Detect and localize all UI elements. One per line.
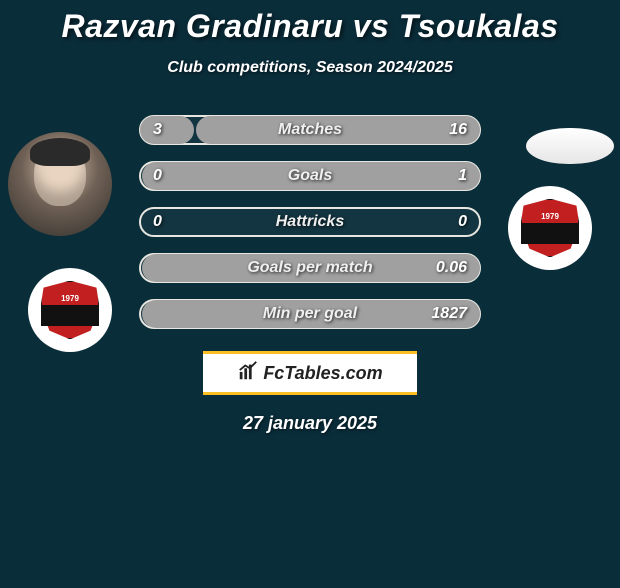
player-right-avatar — [526, 128, 614, 164]
player-left-avatar — [8, 132, 112, 236]
club-right-badge: 1979 — [508, 186, 592, 270]
chart-icon — [237, 360, 259, 387]
club-left-badge: 1979 — [28, 268, 112, 352]
stat-right-value: 1 — [458, 167, 467, 185]
stat-left-value: 0 — [153, 167, 162, 185]
stat-row: 0 Goals 1 — [139, 161, 481, 191]
stat-label: Hattricks — [276, 213, 344, 231]
stat-left-value: 0 — [153, 213, 162, 231]
stat-left-value: 3 — [153, 121, 162, 139]
brand-text: FcTables.com — [263, 363, 382, 384]
stat-label: Matches — [278, 121, 342, 139]
stat-fill-left — [140, 116, 194, 144]
stat-right-value: 0 — [458, 213, 467, 231]
club-year: 1979 — [41, 294, 100, 303]
stat-row: Goals per match 0.06 — [139, 253, 481, 283]
page-title: Razvan Gradinaru vs Tsoukalas — [0, 8, 620, 45]
club-year: 1979 — [521, 212, 580, 221]
stat-row: Min per goal 1827 — [139, 299, 481, 329]
stat-right-value: 1827 — [431, 305, 467, 323]
stat-right-value: 0.06 — [436, 259, 467, 277]
stat-row: 3 Matches 16 — [139, 115, 481, 145]
stat-label: Min per goal — [263, 305, 357, 323]
date-label: 27 january 2025 — [0, 413, 620, 434]
stat-row: 0 Hattricks 0 — [139, 207, 481, 237]
stat-label: Goals per match — [247, 259, 372, 277]
stat-label: Goals — [288, 167, 332, 185]
brand-box: FcTables.com — [203, 351, 417, 395]
subtitle: Club competitions, Season 2024/2025 — [0, 59, 620, 77]
stat-right-value: 16 — [449, 121, 467, 139]
